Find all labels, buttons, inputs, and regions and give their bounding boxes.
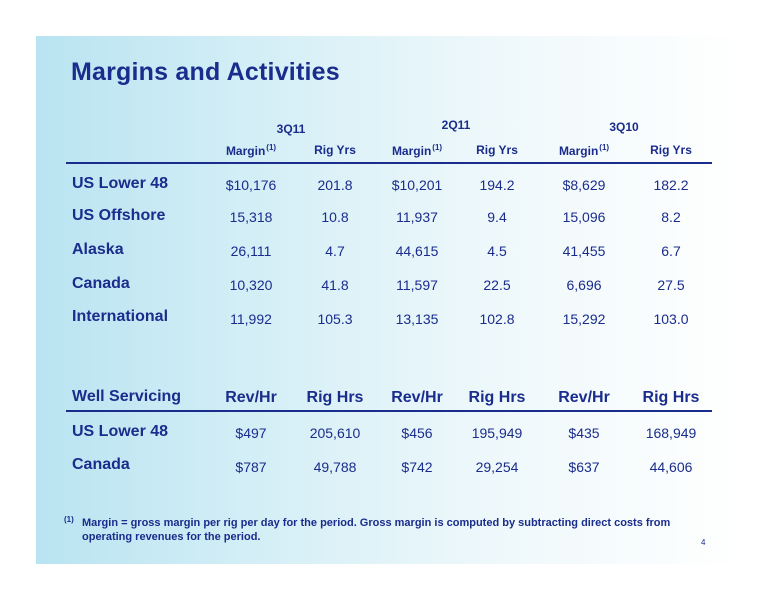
- table-cell: 49,788: [313, 459, 357, 475]
- table-cell: 11,937: [396, 209, 438, 225]
- table-cell: $8,629: [562, 177, 606, 193]
- col-header-label: Margin: [391, 144, 432, 158]
- page-title: Margins and Activities: [71, 58, 340, 86]
- table-cell: 15,292: [562, 311, 606, 327]
- table-cell: 182.2: [653, 177, 689, 193]
- table-cell: 11,597: [396, 277, 438, 293]
- col-header-margin: Margin(1): [559, 143, 609, 158]
- table-cell: 195,949: [471, 425, 523, 441]
- table-cell: $742: [401, 459, 433, 475]
- table-cell: 168,949: [645, 425, 697, 441]
- table-cell: 4.5: [487, 243, 507, 259]
- col-header-rig-hrs: Rig Hrs: [306, 389, 364, 406]
- page-number: 4: [701, 538, 706, 547]
- table-cell: 27.5: [657, 277, 685, 293]
- footnote-ref: (1): [599, 143, 610, 152]
- col-header-rev-hr: Rev/Hr: [558, 389, 610, 406]
- row-label: International: [72, 308, 169, 325]
- col-header-rev-hr: Rev/Hr: [225, 389, 277, 406]
- period-header-3q11: 3Q11: [276, 122, 306, 136]
- table-cell: 10.8: [321, 209, 349, 225]
- table-cell: 105.3: [317, 311, 353, 327]
- table-cell: 8.2: [661, 209, 681, 225]
- table-cell: 41.8: [321, 277, 349, 293]
- col-header-rev-hr: Rev/Hr: [391, 389, 443, 406]
- slide-background: [36, 36, 740, 564]
- table-cell: 44,615: [395, 243, 439, 259]
- col-header-rig-yrs: Rig Yrs: [476, 143, 518, 157]
- table-cell: 102.8: [479, 311, 515, 327]
- row-label: Canada: [72, 456, 130, 473]
- col-header-rig-yrs: Rig Yrs: [650, 143, 692, 157]
- footnote-text: Margin = gross margin per rig per day fo…: [82, 517, 671, 543]
- col-header-margin: Margin(1): [392, 143, 442, 158]
- footnote-ref: (1): [432, 143, 443, 152]
- table-cell: 11,992: [230, 311, 272, 327]
- table-cell: $787: [235, 459, 267, 475]
- table-cell: 44,606: [649, 459, 693, 475]
- table-cell: 29,254: [475, 459, 519, 475]
- table-cell: 9.4: [487, 209, 507, 225]
- table-cell: $10,201: [391, 177, 443, 193]
- period-header-2q11: 2Q11: [441, 118, 471, 132]
- table-cell: $497: [235, 425, 267, 441]
- row-label: US Lower 48: [72, 175, 169, 192]
- table-cell: $435: [568, 425, 600, 441]
- well-servicing-heading: Well Servicing: [72, 388, 182, 405]
- col-header-rig-hrs: Rig Hrs: [642, 389, 700, 406]
- table-cell: 15,096: [562, 209, 606, 225]
- table-cell: 201.8: [317, 177, 353, 193]
- table-cell: 41,455: [562, 243, 606, 259]
- table-cell: 6,696: [566, 277, 602, 293]
- table-cell: 15,318: [229, 209, 273, 225]
- table-cell: 26,111: [230, 243, 272, 259]
- table-cell: 205,610: [309, 425, 361, 441]
- table-cell: 103.0: [653, 311, 689, 327]
- table-cell: 194.2: [479, 177, 515, 193]
- col-header-rig-yrs: Rig Yrs: [314, 143, 356, 157]
- col-header-rig-hrs: Rig Hrs: [468, 389, 526, 406]
- col-header-margin: Margin(1): [226, 143, 276, 158]
- table-cell: $456: [401, 425, 433, 441]
- col-header-label: Margin: [558, 144, 599, 158]
- row-label: US Lower 48: [72, 423, 169, 440]
- footnote-marker: (1): [64, 515, 74, 524]
- col-header-label: Margin: [225, 144, 266, 158]
- table-cell: $637: [568, 459, 600, 475]
- header-divider: [66, 162, 712, 164]
- row-label: Canada: [72, 275, 130, 292]
- well-servicing-divider: [66, 410, 712, 412]
- footnote-ref: (1): [266, 143, 277, 152]
- table-cell: 6.7: [661, 243, 681, 259]
- table-cell: $10,176: [225, 177, 277, 193]
- table-cell: 4.7: [325, 243, 345, 259]
- row-label: US Offshore: [72, 207, 166, 224]
- table-cell: 10,320: [229, 277, 273, 293]
- row-label: Alaska: [72, 241, 124, 258]
- table-cell: 22.5: [483, 277, 511, 293]
- table-cell: 13,135: [395, 311, 439, 327]
- period-header-3q10: 3Q10: [609, 120, 639, 134]
